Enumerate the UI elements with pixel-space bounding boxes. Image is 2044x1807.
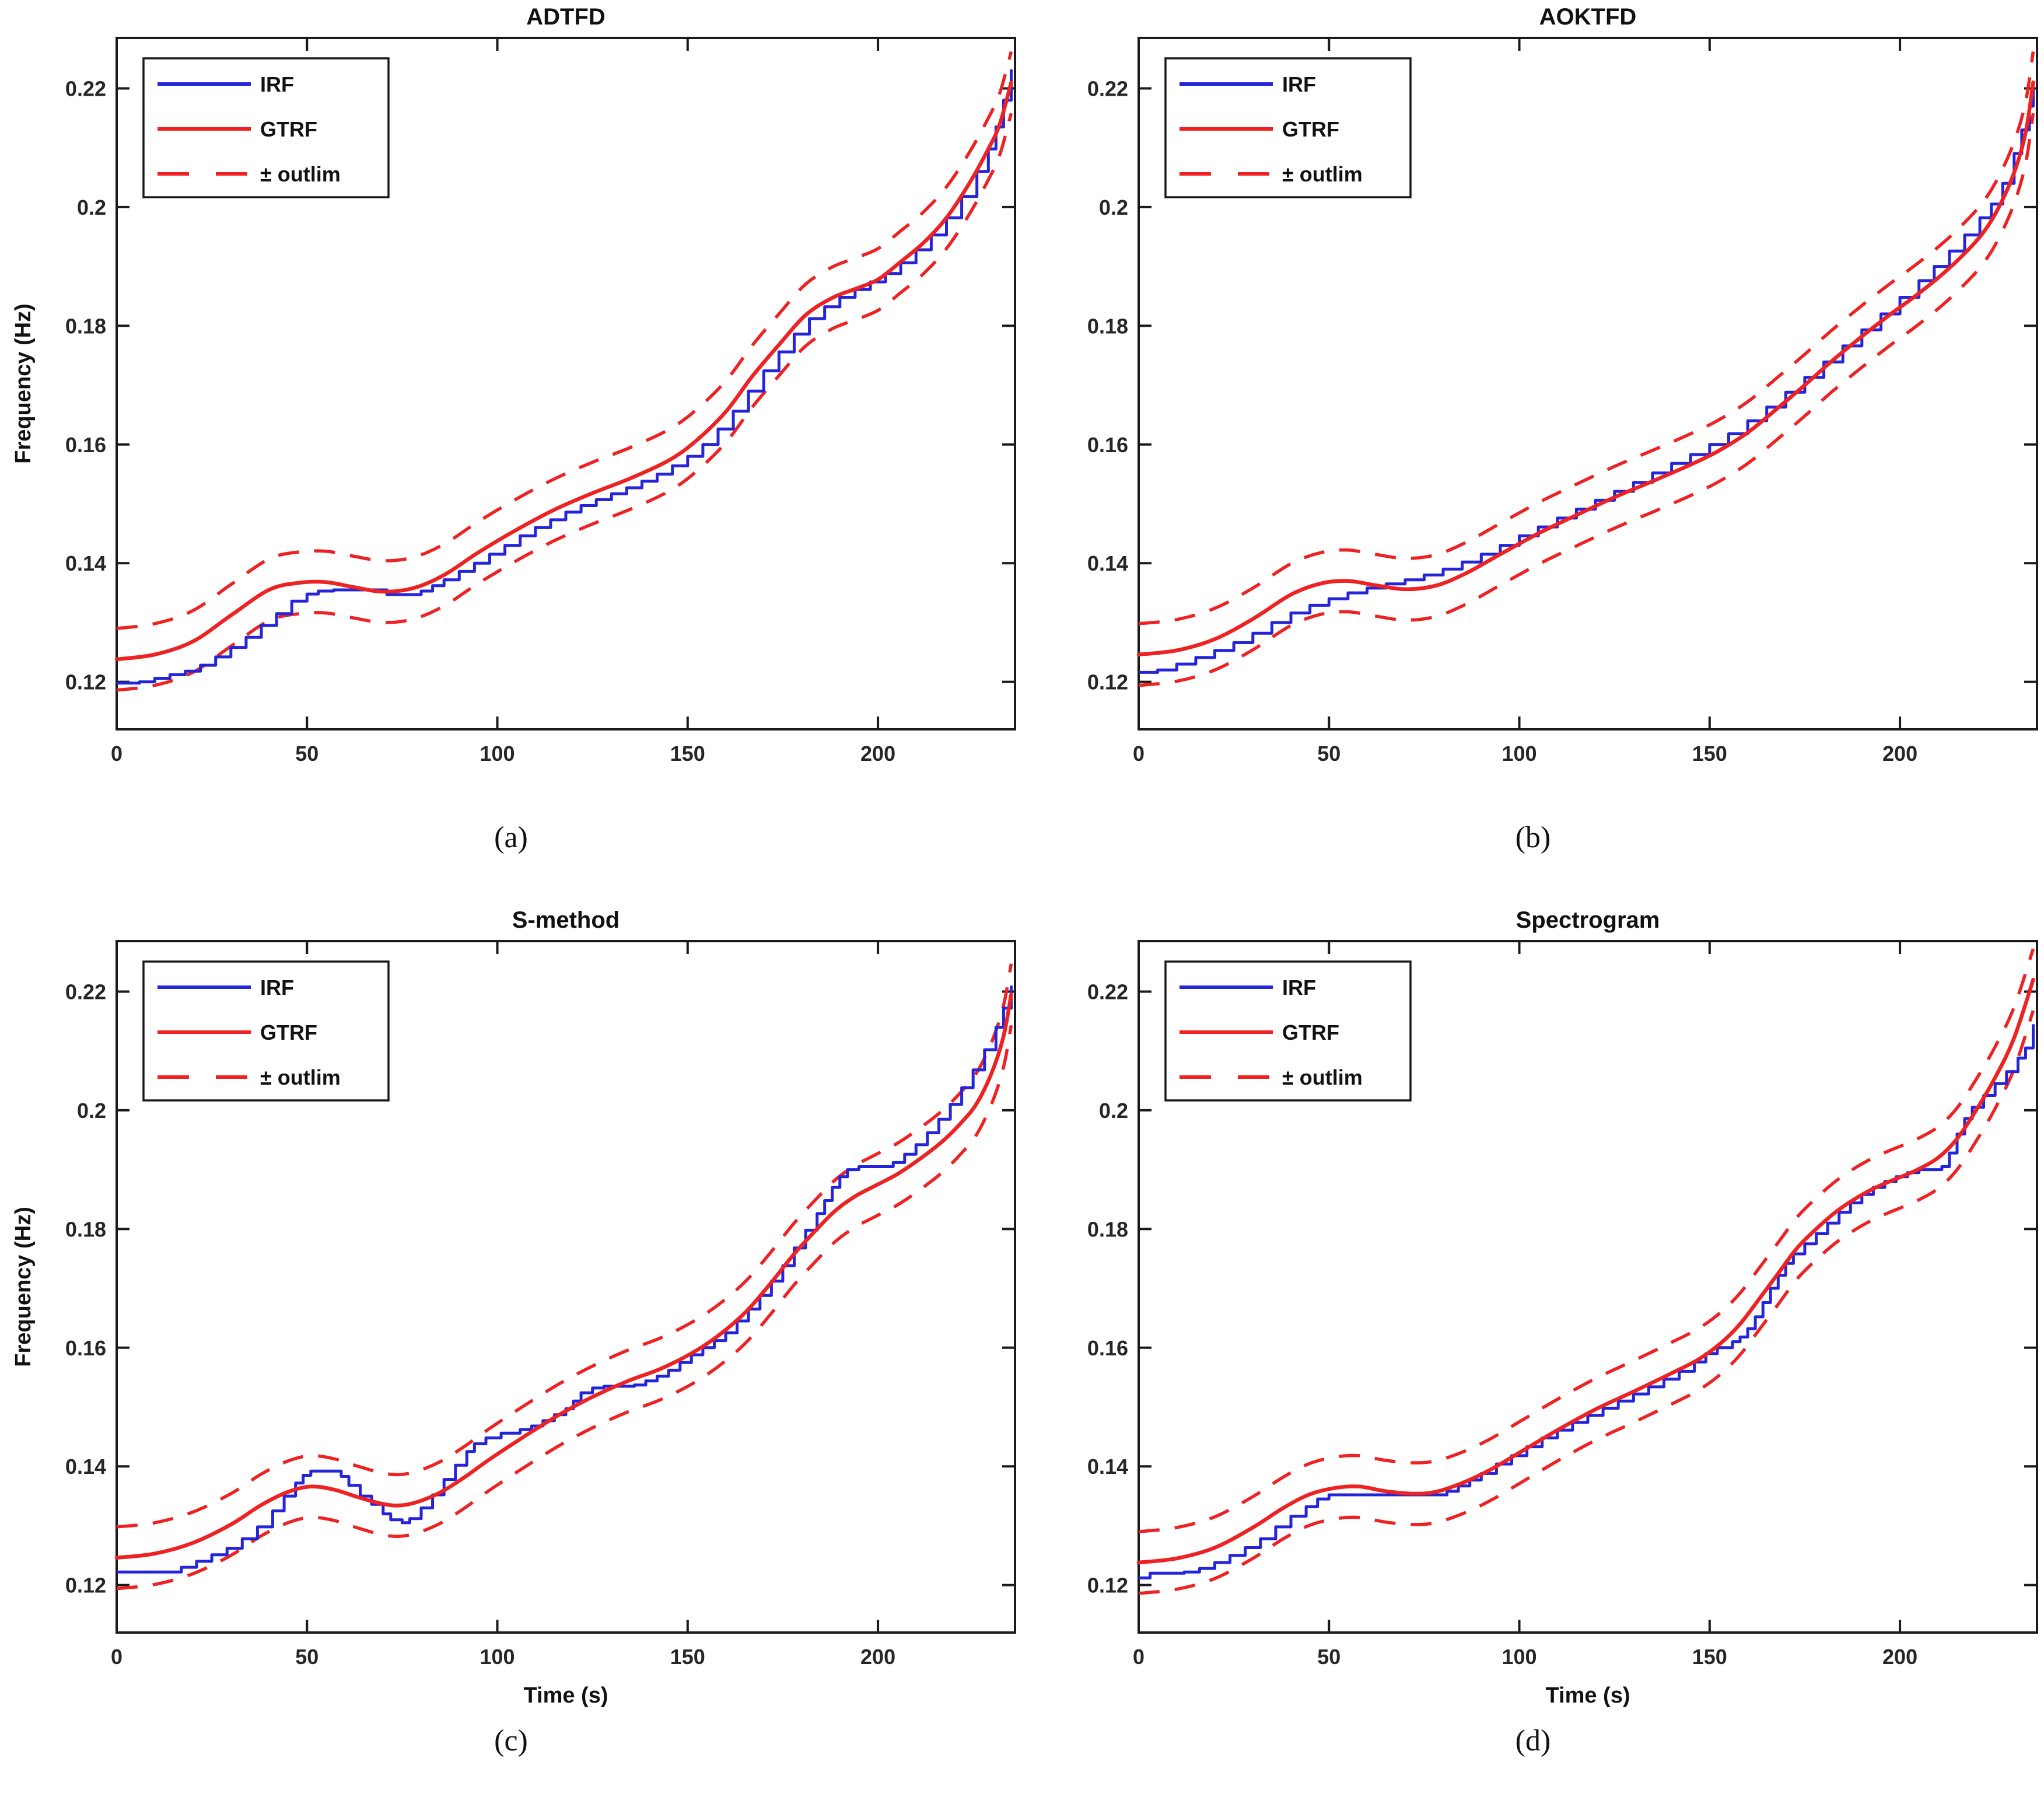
y-axis-label: Frequency (Hz) (11, 303, 36, 463)
y-tick-label: 0.18 (1087, 314, 1128, 338)
x-tick-label: 0 (111, 742, 123, 766)
panel-c: S-method 0 50 100 150 200 0.12 0.14 0.16 0.18 0.2 0… (0, 903, 1022, 1806)
legend-label: IRF (1282, 976, 1316, 999)
plot-frame (1138, 940, 2038, 1634)
y-tick-label: 0.22 (65, 76, 106, 100)
chart-title: AOKTFD (1539, 4, 1637, 30)
y-tick-label: 0.12 (65, 670, 106, 694)
x-axis-label: Time (s) (1545, 1683, 1630, 1708)
subplot-caption-c: (c) (494, 1724, 528, 1757)
y-tick-label: 0.22 (1087, 76, 1128, 100)
y-tick-label: 0.16 (1087, 433, 1128, 457)
y-tick-label: 0.12 (1087, 1574, 1128, 1598)
outlim-lower-line (116, 113, 1013, 692)
gtrf-line (1136, 977, 2035, 1565)
outlim-upper-line (116, 51, 1013, 630)
subplot-caption-d: (d) (1515, 1724, 1551, 1757)
legend-label: GTRF (1282, 117, 1339, 141)
outlim-upper-line (1138, 948, 2035, 1533)
y-axis-label: Frequency (Hz) (11, 1207, 36, 1366)
legend-label: GTRF (260, 117, 317, 141)
x-tick-label: 50 (1317, 742, 1340, 766)
outlim-upper-line (1138, 51, 2035, 625)
x-tick-label: 50 (295, 1645, 318, 1669)
plot-frame (116, 940, 1016, 1634)
subplot-caption-a: (a) (494, 821, 528, 854)
y-tick-label: 0.18 (65, 314, 106, 338)
y-tick-label: 0.12 (65, 1574, 106, 1598)
gtrf-line (114, 81, 1013, 662)
irf-line (117, 69, 1013, 685)
chart-title: Spectrogram (1516, 907, 1660, 933)
chart-title: ADTFD (526, 4, 606, 30)
x-axis-label: Time (s) (523, 1683, 608, 1708)
legend-label: IRF (260, 72, 294, 96)
x-tick-label: 100 (1502, 742, 1537, 766)
y-tick-label: 0.2 (77, 1099, 106, 1123)
chart-spectrogram: Spectrogram 0 50 100 150 200 0.12 0.14 0.16 0.18 0… (1087, 907, 2038, 1708)
x-tick-label: 150 (670, 742, 705, 766)
y-tick-label: 0.22 (1087, 980, 1128, 1004)
y-tick-label: 0.2 (1099, 1099, 1128, 1123)
x-tick-label: 50 (1317, 1645, 1340, 1669)
y-tick-label: 0.16 (1087, 1336, 1128, 1360)
y-tick-label: 0.18 (1087, 1217, 1128, 1241)
irf-line (117, 985, 1013, 1574)
legend-label: GTRF (1282, 1020, 1339, 1044)
plot-frame (1138, 37, 2038, 731)
chart-title: S-method (512, 907, 620, 933)
x-tick-label: 200 (1882, 742, 1917, 766)
legend-label: ± outlim (1282, 1065, 1363, 1089)
irf-line (1139, 1024, 2035, 1579)
legend-label: ± outlim (260, 162, 341, 186)
y-tick-label: 0.14 (1087, 1455, 1128, 1479)
x-tick-label: 150 (1692, 742, 1727, 766)
gtrf-line (1136, 81, 2035, 657)
outlim-lower-line (1138, 1010, 2035, 1595)
legend-label: IRF (260, 976, 294, 999)
y-tick-label: 0.14 (65, 551, 106, 575)
y-tick-label: 0.16 (65, 433, 106, 457)
x-tick-label: 100 (480, 1645, 515, 1669)
outlim-lower-line (116, 1025, 1013, 1591)
plot-frame (116, 37, 1016, 731)
legend-label: GTRF (260, 1020, 317, 1044)
y-tick-label: 0.12 (1087, 670, 1128, 694)
chart-aoktfd: AOKTFD 0 50 100 150 200 0.12 0.14 0.16 0.18 0.2 0.2… (1087, 4, 2038, 766)
y-tick-label: 0.18 (65, 1217, 106, 1241)
chart-adtfd: ADTFD 0 50 100 150 200 0.12 0.14 0.16 0.18 0.2 0.22… (11, 4, 1016, 766)
x-tick-label: 200 (860, 1645, 895, 1669)
y-tick-label: 0.2 (1099, 195, 1128, 219)
panel-b: AOKTFD 0 50 100 150 200 0.12 0.14 0.16 0.18 0.2 0.2… (1022, 0, 2044, 903)
x-tick-label: 150 (670, 1645, 705, 1669)
x-tick-label: 0 (111, 1645, 123, 1669)
x-tick-label: 100 (480, 742, 515, 766)
x-tick-label: 200 (1882, 1645, 1917, 1669)
legend-label: ± outlim (1282, 162, 1363, 186)
y-tick-label: 0.22 (65, 980, 106, 1004)
y-tick-label: 0.2 (77, 195, 106, 219)
gtrf-line (114, 992, 1013, 1560)
x-tick-label: 200 (860, 742, 895, 766)
y-tick-label: 0.14 (1087, 551, 1128, 575)
legend-label: ± outlim (260, 1065, 341, 1089)
legend-label: IRF (1282, 72, 1316, 96)
x-tick-label: 100 (1502, 1645, 1537, 1669)
subplot-caption-b: (b) (1515, 821, 1551, 854)
x-tick-label: 0 (1133, 1645, 1144, 1669)
x-tick-label: 50 (295, 742, 318, 766)
outlim-lower-line (1138, 113, 2035, 687)
panel-d: Spectrogram 0 50 100 150 200 0.12 0.14 0.16 0.18 0… (1022, 903, 2044, 1806)
y-tick-label: 0.16 (65, 1336, 106, 1360)
chart-s-method: S-method 0 50 100 150 200 0.12 0.14 0.16 0.18 0.2 0… (11, 907, 1016, 1708)
y-tick-label: 0.14 (65, 1455, 106, 1479)
x-tick-label: 0 (1133, 742, 1144, 766)
x-tick-label: 150 (1692, 1645, 1727, 1669)
panel-a: ADTFD 0 50 100 150 200 0.12 0.14 0.16 0.18 0.2 0.22… (0, 0, 1022, 903)
